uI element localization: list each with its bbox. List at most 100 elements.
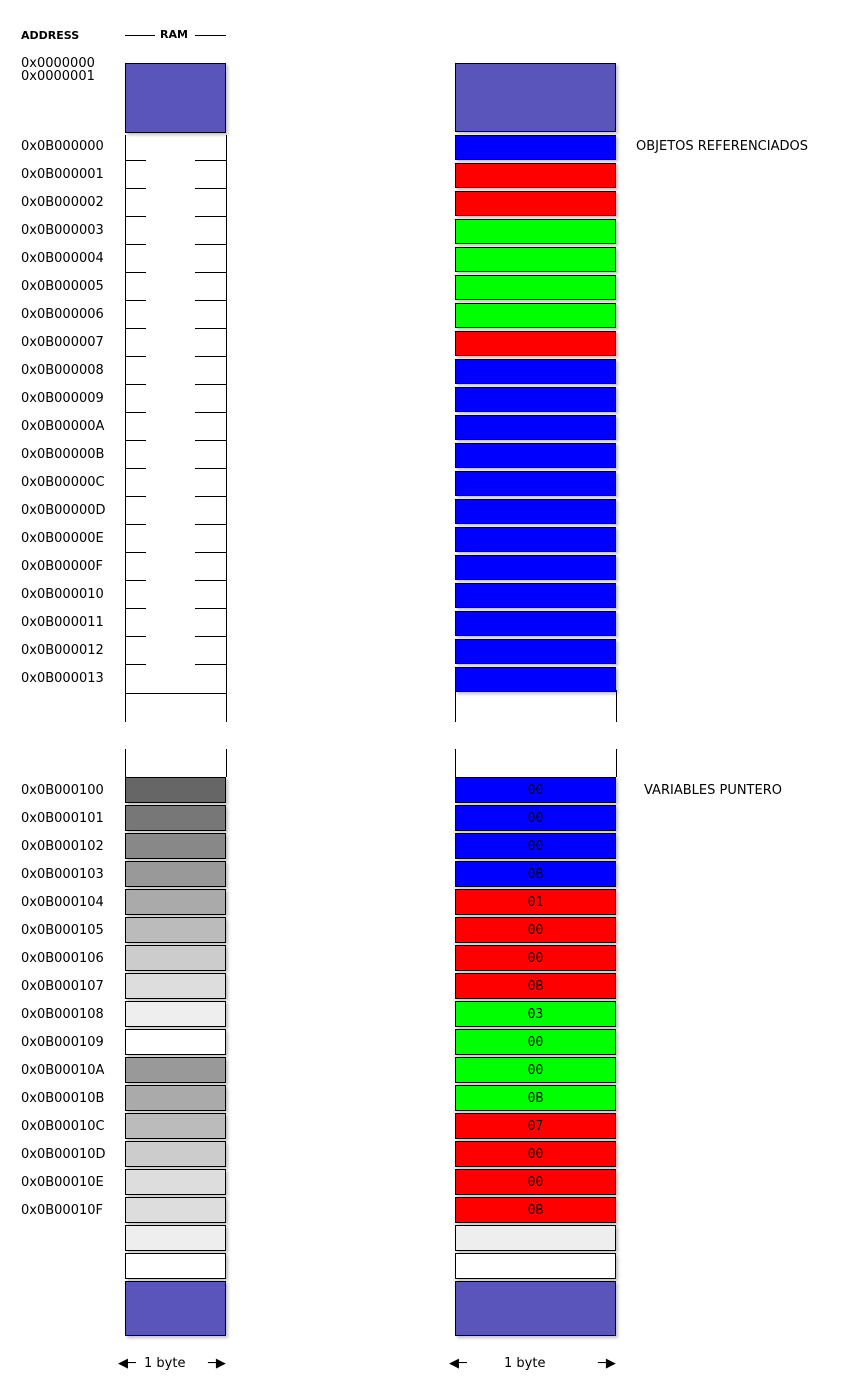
object-byte-cell <box>455 499 616 524</box>
memory-block-right <box>455 63 616 132</box>
ram-tick-right <box>195 356 226 357</box>
ram-tick-right <box>195 552 226 553</box>
ram-column-edge-left <box>125 749 126 777</box>
ram-row-divider <box>125 693 226 694</box>
object-byte-cell <box>455 359 616 384</box>
ram-tick-right <box>195 580 226 581</box>
object-byte-cell <box>455 555 616 580</box>
ram-byte-cell <box>125 917 226 943</box>
ram-tick-left <box>125 412 146 413</box>
ram-tick-left <box>125 580 146 581</box>
ram-tick-right <box>195 300 226 301</box>
object-byte-cell <box>455 135 616 160</box>
address-label: 0x0B00000B <box>21 447 105 462</box>
ram-tick-right <box>195 440 226 441</box>
object-column-edge-left <box>455 690 456 722</box>
address-label: 0x0B000012 <box>21 643 104 658</box>
ram-byte-cell <box>125 861 226 887</box>
ram-byte-cell <box>125 833 226 859</box>
object-byte-cell <box>455 247 616 272</box>
ram-tick-right <box>195 468 226 469</box>
ram-tick-left <box>125 524 146 525</box>
ram-tick-right <box>195 412 226 413</box>
address-label: 0x0B000009 <box>21 391 104 406</box>
ram-header: RAM <box>160 28 188 41</box>
address-label: 0x0B00010D <box>21 1147 106 1162</box>
address-label: 0x0B00000F <box>21 559 103 574</box>
ram-column-edge-left <box>125 135 126 722</box>
address-label: 0x0B00010C <box>21 1119 105 1134</box>
pointer-byte-cell: 00 <box>455 917 616 943</box>
ram-tick-left <box>125 608 146 609</box>
address-header: ADDRESS <box>21 29 80 42</box>
right-arrow-icon: ─▶ <box>208 1356 226 1371</box>
ram-tick-left <box>125 468 146 469</box>
pointers-section-label: VARIABLES PUNTERO <box>644 783 782 798</box>
ram-byte-cell <box>125 945 226 971</box>
address-label: 0x0B00000E <box>21 531 104 546</box>
address-label: 0x0B000003 <box>21 223 104 238</box>
pointer-byte-cell <box>455 1253 616 1279</box>
address-label: 0x0B00010F <box>21 1203 103 1218</box>
ram-tick-left <box>125 440 146 441</box>
object-byte-cell <box>455 415 616 440</box>
address-label: 0x0B000002 <box>21 195 104 210</box>
object-byte-cell <box>455 667 616 692</box>
ram-tick-right <box>195 664 226 665</box>
address-label: 0x0B00000D <box>21 503 106 518</box>
ram-tick-right <box>195 216 226 217</box>
pointer-byte-cell: 01 <box>455 889 616 915</box>
ram-tick-right <box>195 244 226 245</box>
pointer-byte-cell: 00 <box>455 945 616 971</box>
address-label: 0x0B000105 <box>21 923 104 938</box>
ram-byte-cell <box>125 1141 226 1167</box>
ram-header-line-right <box>195 35 226 36</box>
ram-tick-left <box>125 272 146 273</box>
byte-width-label-right: 1 byte <box>504 1356 546 1371</box>
ram-header-line-left <box>125 35 155 36</box>
pointer-byte-cell: 00 <box>455 777 616 803</box>
object-byte-cell <box>455 583 616 608</box>
pointer-byte-cell: 00 <box>455 1169 616 1195</box>
pointer-byte-cell: 00 <box>455 1141 616 1167</box>
pointer-column-edge-left <box>455 749 456 777</box>
object-byte-cell <box>455 331 616 356</box>
ram-byte-cell <box>125 1225 226 1251</box>
ram-tick-left <box>125 328 146 329</box>
object-byte-cell <box>455 219 616 244</box>
address-label: 0x0B000008 <box>21 363 104 378</box>
left-arrow-icon: ◀─ <box>449 1356 467 1371</box>
pointer-byte-cell: 00 <box>455 1029 616 1055</box>
object-byte-cell <box>455 639 616 664</box>
left-arrow-icon: ◀─ <box>118 1356 136 1371</box>
ram-byte-cell <box>125 1197 226 1223</box>
ram-tick-left <box>125 244 146 245</box>
address-label: 0x0B00010E <box>21 1175 104 1190</box>
ram-tick-right <box>195 272 226 273</box>
object-byte-cell <box>455 163 616 188</box>
object-byte-cell <box>455 303 616 328</box>
ram-tick-right <box>195 328 226 329</box>
ram-tick-left <box>125 636 146 637</box>
ram-byte-cell <box>125 1029 226 1055</box>
address-label: 0x0B000107 <box>21 979 104 994</box>
object-byte-cell <box>455 387 616 412</box>
ram-tick-right <box>195 524 226 525</box>
ram-tick-left <box>125 300 146 301</box>
pointer-byte-cell <box>455 1225 616 1251</box>
object-column-edge-right <box>616 690 617 722</box>
pointer-column-edge-right <box>616 749 617 777</box>
memory-block-left <box>125 63 226 133</box>
object-byte-cell <box>455 611 616 636</box>
address-label: 0x0B000106 <box>21 951 104 966</box>
pointer-byte-cell: 00 <box>455 805 616 831</box>
address-label: 0x0000000 <box>21 56 95 71</box>
byte-width-label-left: 1 byte <box>144 1356 186 1371</box>
memory-block-left <box>125 1281 226 1336</box>
address-label: 0x0B000000 <box>21 139 104 154</box>
address-label: 0x0B000001 <box>21 167 104 182</box>
address-label: 0x0B000103 <box>21 867 104 882</box>
address-label: 0x0B000102 <box>21 839 104 854</box>
ram-tick-right <box>195 188 226 189</box>
